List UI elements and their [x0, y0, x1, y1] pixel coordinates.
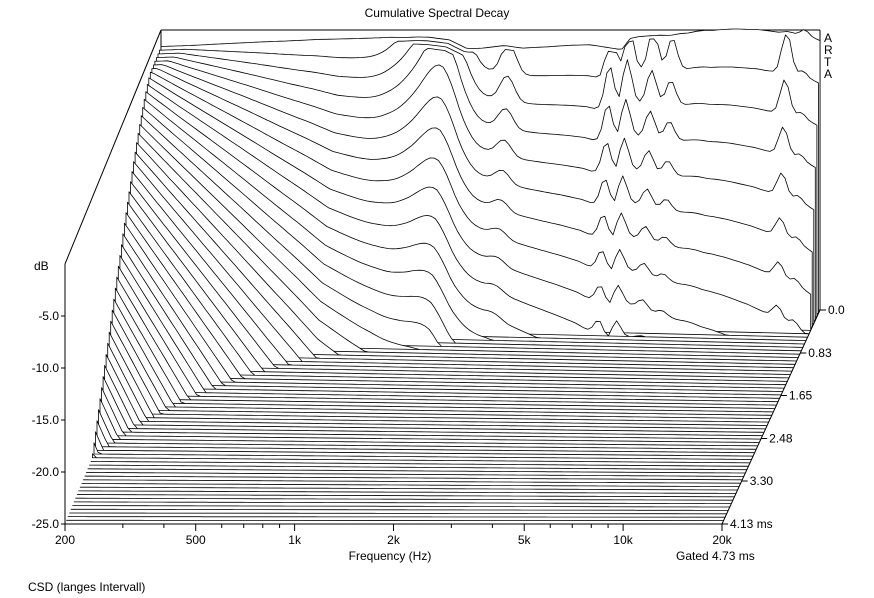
decay-slice-37 [104, 365, 763, 437]
decay-slice-56 [75, 497, 734, 501]
chart-title: Cumulative Spectral Decay [364, 6, 510, 20]
y-tick-label-2: -15.0 [32, 413, 60, 427]
decay-slice-33 [110, 320, 770, 423]
decay-slice-50 [84, 475, 743, 481]
decay-slice-51 [82, 479, 742, 484]
decay-slice-39 [101, 387, 760, 443]
z-tick-label-2: 1.65 [789, 388, 813, 402]
decay-slice-44 [93, 442, 752, 460]
decay-slice-59 [70, 508, 729, 511]
arta-watermark: ARTA [824, 31, 833, 81]
decay-slice-35 [107, 342, 766, 430]
gate-label: Gated 4.73 ms [676, 549, 755, 563]
decay-slice-29 [116, 276, 776, 409]
footer-label: CSD (langes Intervall) [28, 580, 146, 594]
y-axis-label: dB [34, 259, 49, 273]
z-tick-label-5: 4.13 ms [730, 517, 773, 531]
z-tick-label-1: 0.83 [808, 346, 832, 360]
left-depth-edge [64, 29, 162, 265]
decay-slice-32 [111, 309, 771, 420]
decay-slice-57 [73, 501, 732, 504]
y-tick-label-1: -10.0 [32, 361, 60, 375]
decay-slice-36 [105, 354, 765, 433]
decay-slice-42 [96, 420, 756, 454]
decay-slice-61 [67, 516, 726, 518]
decay-slice-34 [108, 331, 768, 426]
x-tick-label-5: 10k [613, 533, 633, 547]
x-tick-label-4: 5k [518, 533, 532, 547]
decay-slice-45 [92, 453, 751, 464]
decay-slice-48 [87, 468, 746, 474]
decay-slice-46 [90, 461, 749, 467]
decay-slice-40 [99, 398, 759, 447]
decay-slice-43 [95, 431, 754, 457]
x-tick-label-3: 2k [387, 533, 401, 547]
x-tick-label-0: 200 [55, 533, 75, 547]
decay-slice-60 [69, 512, 728, 515]
decay-slice-53 [79, 486, 738, 491]
decay-slice-54 [78, 490, 737, 494]
x-tick-label-6: 20k [712, 533, 732, 547]
y-tick-label-0: -5.0 [38, 309, 59, 323]
decay-slice-55 [76, 494, 735, 498]
z-tick-label-3: 2.48 [769, 432, 793, 446]
decay-slices [64, 28, 821, 525]
decay-slice-41 [98, 409, 757, 450]
decay-slice-31 [113, 298, 773, 416]
decay-slice-49 [85, 472, 745, 477]
decay-slice-14 [139, 124, 799, 358]
z-tick-label-0: 0.0 [828, 303, 845, 317]
z-axis-line [721, 309, 821, 525]
decay-slice-58 [72, 505, 731, 508]
x-axis-label: Frequency (Hz) [348, 549, 432, 563]
decay-slice-15 [137, 133, 798, 362]
y-tick-label-4: -25.0 [32, 517, 60, 531]
decay-slice-38 [102, 376, 762, 440]
x-tick-label-2: 1k [288, 533, 302, 547]
z-tick-label-4: 3.30 [750, 474, 774, 488]
chart-axes: -5.0 -10.0 -15.0 -20.0 -25.0 200 500 1k 2k 5k 10k 2… [32, 303, 845, 547]
decay-slice-30 [114, 287, 774, 413]
decay-slice-52 [81, 483, 740, 487]
x-tick-label-1: 500 [186, 533, 206, 547]
y-tick-label-3: -20.0 [32, 465, 60, 479]
decay-slice-47 [89, 464, 748, 471]
